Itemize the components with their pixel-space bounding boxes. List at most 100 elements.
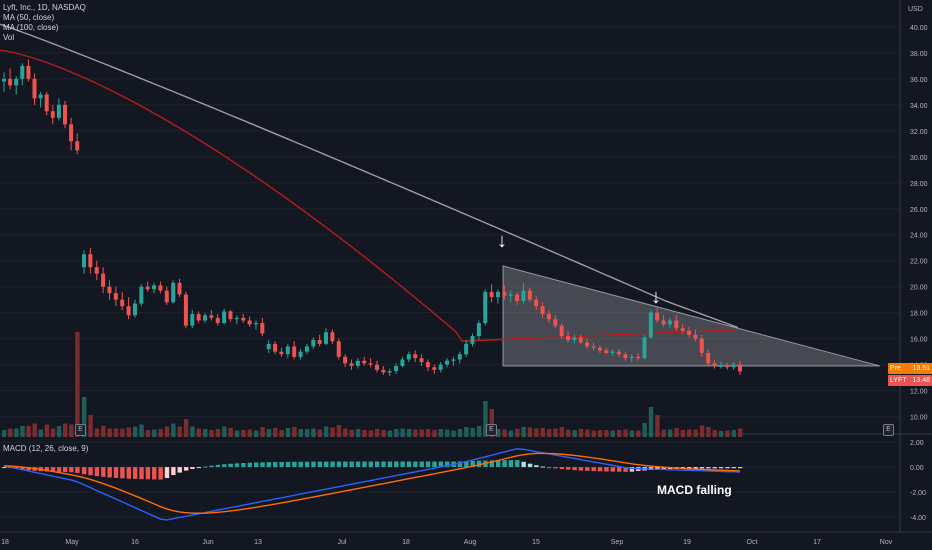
macd-tick: 0.00 — [910, 465, 924, 472]
earnings-badge[interactable]: E — [486, 424, 497, 436]
macd-axis[interactable]: 2.00 0.00 -2.00 -4.00 — [910, 440, 926, 522]
candle-body — [502, 291, 507, 296]
volume-bar — [145, 430, 151, 437]
volume-bar — [655, 415, 660, 437]
volume-bar — [648, 407, 654, 437]
volume-bar — [253, 430, 259, 437]
volume-bar — [75, 332, 80, 437]
volume-bar — [234, 430, 240, 437]
ma100-legend[interactable]: MA (100, close) — [3, 23, 59, 32]
volume-bar — [489, 409, 495, 437]
volume-bar — [578, 429, 584, 437]
volume-bar — [725, 430, 730, 437]
volume-bar — [572, 430, 577, 437]
candle-body — [209, 315, 214, 318]
macd-histogram-bar — [196, 467, 202, 469]
macd-line — [3, 448, 741, 521]
down-arrow-icon: ↓ — [497, 230, 507, 252]
macd-histogram-bar — [534, 465, 539, 468]
macd-legend[interactable]: MACD (12, 26, close, 9) — [3, 444, 89, 453]
down-arrow-icon: ↓ — [651, 286, 661, 308]
macd-histogram-bar — [425, 461, 431, 468]
candle-body — [648, 312, 653, 338]
macd-histogram-bar — [406, 461, 412, 468]
volume-legend[interactable]: Vol — [3, 33, 15, 42]
candle-body — [241, 317, 246, 321]
candle-body — [266, 343, 271, 350]
time-tick: Jun — [202, 539, 213, 546]
macd-histogram-bar — [457, 461, 463, 468]
macd-histogram-bar — [597, 467, 603, 472]
macd-histogram-bar — [661, 467, 666, 470]
ma50-legend[interactable]: MA (50, close) — [3, 13, 55, 22]
macd-histogram-bar — [343, 461, 348, 468]
volume-bar — [413, 429, 418, 437]
macd-histogram-bar — [171, 467, 176, 476]
candle-body — [572, 337, 577, 340]
candle-body — [585, 342, 590, 347]
candle-body — [32, 78, 37, 99]
volume-bar — [419, 429, 424, 437]
macd-histogram-bar — [699, 467, 705, 469]
candle-body — [699, 338, 704, 353]
macd-histogram-bar — [731, 467, 737, 469]
candle-body — [693, 334, 698, 339]
volume-bar — [718, 431, 724, 437]
macd-histogram-bar — [521, 461, 526, 468]
volume-bar — [457, 429, 463, 437]
volume-bar — [629, 430, 635, 437]
candle-body — [540, 306, 545, 314]
candle-body — [381, 369, 386, 373]
time-tick: 16 — [131, 539, 139, 546]
macd-histogram-bar — [387, 461, 393, 468]
volume-bar — [706, 427, 711, 437]
candle-body — [177, 282, 182, 295]
volume-bar — [349, 430, 354, 437]
candle-body — [228, 311, 233, 320]
candle-body — [88, 254, 93, 268]
time-tick: Aug — [464, 539, 477, 546]
macd-histogram-bar — [445, 461, 450, 468]
price-tick: 36.00 — [910, 77, 928, 84]
volume-bar — [616, 430, 622, 437]
candle-body — [521, 290, 526, 301]
macd-histogram-bar — [368, 461, 374, 468]
candle-body — [20, 65, 25, 79]
macd-histogram-bar — [438, 461, 444, 468]
volume-bar — [476, 426, 482, 437]
macd-histogram-bar — [304, 461, 310, 468]
macd-histogram-bar — [253, 462, 259, 468]
candlesticks — [2, 59, 742, 377]
macd-histogram-bar — [687, 467, 692, 469]
macd-histogram-bar — [266, 462, 272, 468]
symbol-title[interactable]: Lyft, Inc., 1D, NASDAQ — [3, 3, 86, 12]
candle-body — [152, 285, 157, 290]
volume-bar — [330, 427, 335, 437]
last-price-tag: LYFT 13.48 — [888, 375, 932, 386]
time-tick: 18 — [1, 539, 9, 546]
earnings-badge[interactable]: E — [75, 424, 86, 436]
macd-histogram-bar — [400, 461, 405, 468]
volume-bar — [432, 430, 437, 437]
volume-bar — [311, 428, 316, 437]
candle-body — [349, 363, 354, 366]
volume-bar — [126, 427, 131, 437]
volume-bar — [585, 429, 590, 437]
earnings-badge[interactable]: E — [883, 424, 894, 436]
macd-histogram-bar — [566, 467, 571, 470]
candle-body — [120, 299, 125, 307]
candle-body — [336, 341, 341, 357]
descending-triangle — [502, 265, 881, 367]
macd-histogram-bar — [311, 461, 316, 468]
price-tick: 30.00 — [910, 155, 928, 162]
time-tick: 15 — [532, 539, 540, 546]
candle-body — [559, 325, 564, 337]
candle-body — [132, 303, 137, 316]
candle-body — [432, 367, 437, 370]
volume-bar — [247, 429, 252, 437]
macd-histogram-bar — [292, 461, 297, 468]
time-axis[interactable]: 18 May 16 Jun 13 Jul 18 Aug 15 Sep 19 Oct 17 Nov — [1, 539, 893, 546]
price-tick: 18.00 — [910, 311, 928, 318]
volume-bar — [394, 429, 399, 437]
volume-bar — [241, 430, 246, 437]
